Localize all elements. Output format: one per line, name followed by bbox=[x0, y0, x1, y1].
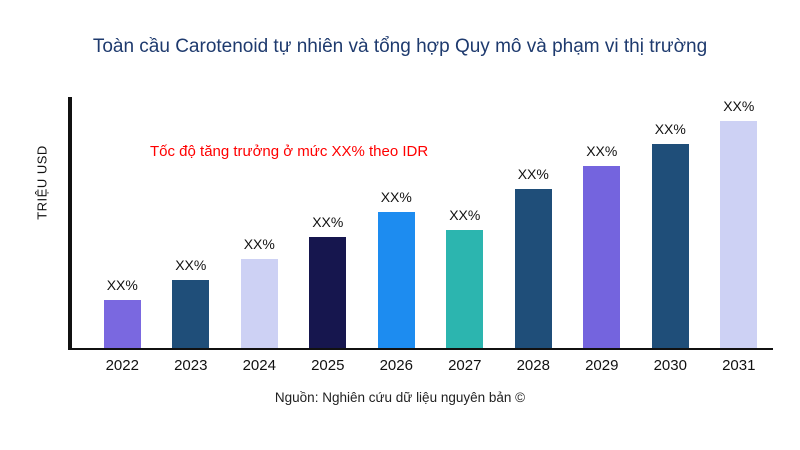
x-tick-label: 2029 bbox=[585, 357, 619, 374]
x-tick-label: 2026 bbox=[379, 357, 413, 374]
bar-value-label: XX% bbox=[654, 121, 686, 137]
bar-value-label: XX% bbox=[106, 277, 138, 293]
bar bbox=[446, 230, 484, 348]
bar bbox=[514, 189, 552, 348]
bar-group: XX% bbox=[157, 95, 226, 348]
x-tick-label: 2031 bbox=[722, 357, 756, 374]
bar bbox=[651, 144, 689, 348]
bar bbox=[172, 280, 210, 348]
bar bbox=[720, 121, 758, 348]
bar-value-label: XX% bbox=[449, 207, 481, 223]
bar-group: XX% bbox=[636, 95, 705, 348]
x-tick-label: 2024 bbox=[242, 357, 276, 374]
bar-group: XX% bbox=[499, 95, 568, 348]
bar-group: XX% bbox=[362, 95, 431, 348]
bar-group: XX% bbox=[568, 95, 637, 348]
bar-value-label: XX% bbox=[723, 98, 755, 114]
growth-rate-annotation: Tốc độ tăng trưởng ở mức XX% theo IDR bbox=[150, 143, 429, 160]
x-axis-line bbox=[68, 348, 773, 350]
bar-group: XX% bbox=[88, 95, 157, 348]
x-tick-label: 2022 bbox=[105, 357, 139, 374]
bar-value-label: XX% bbox=[380, 189, 412, 205]
source-caption: Nguồn: Nghiên cứu dữ liệu nguyên bản © bbox=[274, 390, 526, 405]
bar-value-label: XX% bbox=[312, 214, 344, 230]
bar-value-label: XX% bbox=[517, 166, 549, 182]
bar-group: XX% bbox=[705, 95, 774, 348]
bar-group: XX% bbox=[225, 95, 294, 348]
x-tick-label: 2023 bbox=[174, 357, 208, 374]
bar bbox=[309, 237, 347, 348]
x-tick-label: 2027 bbox=[448, 357, 482, 374]
x-tick-label: 2025 bbox=[311, 357, 345, 374]
y-axis-label: TRIỆU USD bbox=[34, 145, 50, 220]
bar-value-label: XX% bbox=[586, 143, 618, 159]
bar-value-label: XX% bbox=[175, 257, 207, 273]
x-tick-label: 2028 bbox=[516, 357, 550, 374]
chart-title: Toàn cầu Carotenoid tự nhiên và tổng hợp… bbox=[92, 36, 708, 57]
plot-area: XX% XX% XX% XX% XX% XX% XX% XX% XX% XX% bbox=[88, 95, 773, 348]
bar-group: XX% bbox=[294, 95, 363, 348]
bar bbox=[103, 300, 141, 348]
x-axis-labels: 2022 2023 2024 2025 2026 2027 2028 2029 2030 2031 bbox=[88, 357, 773, 374]
bar-group: XX% bbox=[431, 95, 500, 348]
y-axis-line bbox=[68, 97, 72, 350]
bar bbox=[377, 212, 415, 348]
bar bbox=[240, 259, 278, 348]
bar-value-label: XX% bbox=[243, 236, 275, 252]
bar bbox=[583, 166, 621, 348]
x-tick-label: 2030 bbox=[653, 357, 687, 374]
